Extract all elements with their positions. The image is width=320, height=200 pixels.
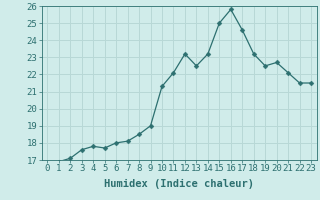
- X-axis label: Humidex (Indice chaleur): Humidex (Indice chaleur): [104, 179, 254, 189]
